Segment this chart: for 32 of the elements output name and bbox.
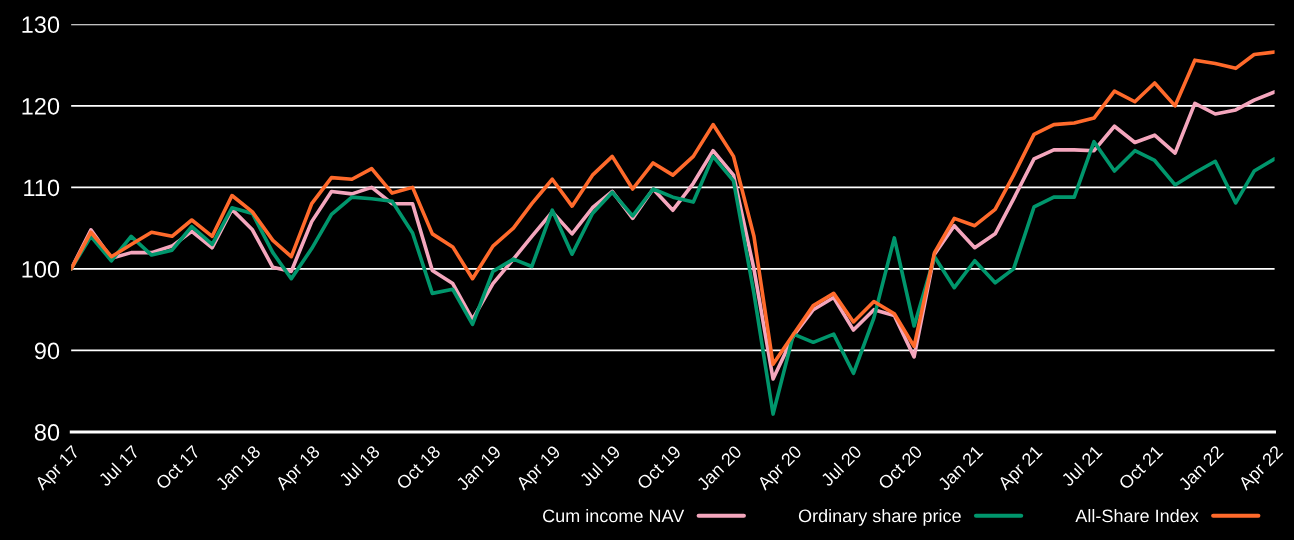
x-tick-label: Jul 18	[337, 444, 381, 488]
legend-label: Ordinary share price	[798, 509, 961, 526]
x-tick-label: Oct 21	[1117, 444, 1164, 491]
y-tick-label: 90	[34, 342, 60, 360]
x-tick-label: Jul 21	[1060, 444, 1103, 488]
x-tick-label: Jan 19	[455, 444, 502, 492]
x-tick-label: Jan 21	[936, 444, 984, 492]
x-tick-label: Apr 22	[1237, 444, 1286, 494]
x-tick-label: Oct 20	[877, 444, 923, 491]
x-tick-label: Apr 17	[34, 444, 83, 494]
x-tick-label: Jan 22	[1177, 444, 1225, 492]
x-tick-label: Apr 18	[274, 444, 324, 494]
x-tick-label: Jan 18	[214, 444, 262, 492]
legend-label: All-Share Index	[1075, 509, 1199, 523]
x-tick-label: Jul 20	[819, 444, 863, 488]
legend-label: Cum income NAV	[543, 509, 685, 523]
line-series	[71, 139, 1275, 416]
line-series	[71, 50, 1275, 367]
x-tick-label: Apr 19	[515, 444, 564, 494]
x-tick-label: Oct 18	[395, 444, 442, 491]
y-tick-label: 120	[22, 97, 60, 115]
y-tick-label: 110	[24, 179, 60, 197]
x-tick-label: Jan 20	[695, 444, 743, 492]
x-tick-label: Jul 19	[578, 444, 622, 488]
y-tick-label: 130	[22, 16, 60, 34]
x-tick-label: Jul 17	[97, 444, 140, 488]
x-tick-label: Oct 19	[636, 444, 682, 491]
y-tick-label: 100	[22, 260, 60, 278]
x-tick-label: Apr 20	[756, 444, 805, 494]
y-tick-label: 80	[34, 424, 60, 441]
x-tick-label: Apr 21	[996, 444, 1046, 494]
x-tick-label: Oct 17	[155, 444, 201, 491]
